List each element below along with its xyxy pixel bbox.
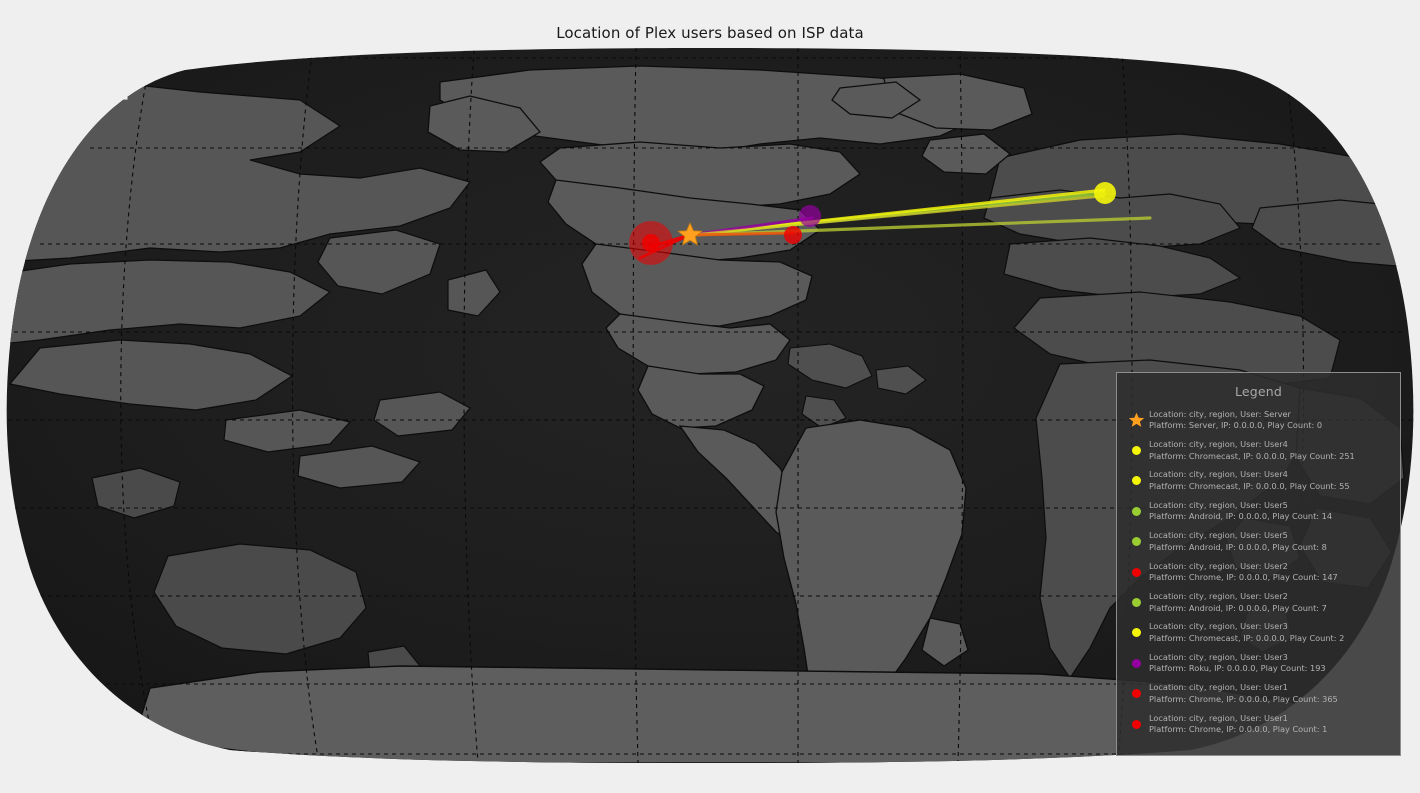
- legend-dot: [1131, 446, 1141, 456]
- map-marker-user1-chrome-small[interactable]: [642, 234, 660, 252]
- legend-dot: [1131, 689, 1141, 699]
- legend-dot-icon: [1123, 476, 1149, 486]
- legend-entry-line1: Location: city, region, User: User5: [1149, 530, 1288, 541]
- legend-entry[interactable]: Location: city, region, User: User4 Platf…: [1117, 435, 1400, 465]
- legend-title: Legend: [1234, 384, 1283, 399]
- legend-entry[interactable]: Location: city, region, User: User1 Platf…: [1117, 679, 1400, 709]
- legend-entry[interactable]: Location: city, region, User: Server Plat…: [1117, 405, 1400, 435]
- legend-dot: [1131, 658, 1141, 668]
- legend-dot-icon: [1123, 598, 1149, 608]
- legend-entry-text: Location: city, region, User: User4 Platf…: [1149, 469, 1350, 492]
- legend-entry-line2: Platform: Android, IP: 0.0.0.0, Play Cou…: [1149, 541, 1327, 552]
- legend-entry-text: Location: city, region, User: User1 Platf…: [1149, 713, 1327, 736]
- legend-dot-icon: [1123, 537, 1149, 547]
- page-title: Location of Plex users based on ISP data: [556, 24, 864, 42]
- legend-entry-line2: Platform: Chromecast, IP: 0.0.0.0, Play …: [1149, 632, 1345, 643]
- legend-dot-icon: [1123, 689, 1149, 699]
- legend-entry[interactable]: Location: city, region, User: User5 Platf…: [1117, 496, 1400, 526]
- legend-entry-text: Location: city, region, User: User3 Platf…: [1149, 652, 1326, 675]
- legend-dot: [1131, 598, 1141, 608]
- legend-entry-line2: Platform: Chrome, IP: 0.0.0.0, Play Coun…: [1149, 693, 1338, 704]
- legend-panel[interactable]: Legend Location: city, region, User: Ser…: [1116, 372, 1401, 756]
- legend-dot-icon: [1123, 506, 1149, 516]
- legend-entry-line2: Platform: Chrome, IP: 0.0.0.0, Play Coun…: [1149, 724, 1328, 735]
- legend-entry-line1: Location: city, region, User: User3: [1149, 651, 1288, 662]
- legend-entry-line2: Platform: Chrome, IP: 0.0.0.0, Play Coun…: [1149, 572, 1338, 583]
- legend-entry[interactable]: Location: city, region, User: User2 Platf…: [1117, 557, 1400, 587]
- legend-entry[interactable]: Location: city, region, User: User2 Platf…: [1117, 587, 1400, 617]
- legend-dot-icon: [1123, 446, 1149, 456]
- legend-entry-text: Location: city, region, User: User5 Platf…: [1149, 500, 1332, 523]
- legend-entry[interactable]: Location: city, region, User: User1 Platf…: [1117, 709, 1400, 739]
- legend-entry-line2: Platform: Android, IP: 0.0.0.0, Play Cou…: [1149, 511, 1333, 522]
- legend-entry[interactable]: Location: city, region, User: User4 Platf…: [1117, 466, 1400, 496]
- connection-lines: [638, 188, 1152, 260]
- legend-entry-line1: Location: city, region, User: User1: [1149, 682, 1288, 693]
- legend-entry-text: Location: city, region, User: User3 Platf…: [1149, 621, 1344, 644]
- legend-entry[interactable]: Location: city, region, User: User5 Platf…: [1117, 527, 1400, 557]
- legend-dot-icon: [1123, 658, 1149, 668]
- legend-entry-line1: Location: city, region, User: User2: [1149, 590, 1288, 601]
- legend-entry-text: Location: city, region, User: User1 Platf…: [1149, 682, 1338, 705]
- map-marker-server-star[interactable]: [677, 221, 703, 246]
- map-markers[interactable]: [629, 182, 1116, 265]
- legend-entry-line1: Location: city, region, User: User5: [1149, 499, 1288, 510]
- legend-entry[interactable]: Location: city, region, User: User3 Platf…: [1117, 618, 1400, 648]
- legend-dot-icon: [1123, 567, 1149, 577]
- legend-entry-text: Location: city, region, User: User5 Platf…: [1149, 530, 1327, 553]
- landmass-central-america: [787, 343, 927, 429]
- legend-entry-line1: Location: city, region, User: Server: [1149, 408, 1291, 419]
- legend-entry-text: Location: city, region, User: User4 Platf…: [1149, 439, 1355, 462]
- map-marker-user2-chrome[interactable]: [784, 226, 802, 244]
- legend-dot: [1131, 537, 1141, 547]
- legend-rows: Location: city, region, User: Server Plat…: [1117, 405, 1400, 739]
- landmass-north-america: [427, 65, 1033, 547]
- legend-entry-text: Location: city, region, User: User2 Platf…: [1149, 591, 1327, 614]
- legend-entry-line1: Location: city, region, User: User1: [1149, 712, 1288, 723]
- legend-dot-icon: [1123, 628, 1149, 638]
- legend-entry-text: Location: city, region, User: Server Plat…: [1149, 409, 1322, 432]
- legend-dot-icon: [1123, 719, 1149, 729]
- legend-entry[interactable]: Location: city, region, User: User3 Platf…: [1117, 648, 1400, 678]
- legend-entry-line2: Platform: Roku, IP: 0.0.0.0, Play Count:…: [1149, 663, 1326, 674]
- legend-star-icon: [1123, 412, 1149, 429]
- legend-entry-line1: Location: city, region, User: User4: [1149, 469, 1288, 480]
- legend-entry-line2: Platform: Android, IP: 0.0.0.0, Play Cou…: [1149, 602, 1327, 613]
- legend-dot: [1131, 628, 1141, 638]
- landmass-asia-west-edge: [6, 79, 501, 489]
- legend-entry-line1: Location: city, region, User: User2: [1149, 560, 1288, 571]
- legend-entry-text: Location: city, region, User: User2 Platf…: [1149, 561, 1338, 584]
- map-marker-user3-roku[interactable]: [799, 205, 821, 227]
- legend-entry-line2: Platform: Chromecast, IP: 0.0.0.0, Play …: [1149, 450, 1355, 461]
- map-marker-user4-chromecast[interactable]: [1094, 182, 1116, 204]
- legend-dot: [1131, 506, 1141, 516]
- legend-entry-line1: Location: city, region, User: User3: [1149, 621, 1288, 632]
- legend-entry-line2: Platform: Chromecast, IP: 0.0.0.0, Play …: [1149, 480, 1350, 491]
- legend-entry-line2: Platform: Server, IP: 0.0.0.0, Play Coun…: [1149, 420, 1323, 431]
- legend-dot: [1131, 567, 1141, 577]
- legend-entry-line1: Location: city, region, User: User4: [1149, 438, 1288, 449]
- legend-dot: [1131, 719, 1141, 729]
- legend-dot: [1131, 476, 1141, 486]
